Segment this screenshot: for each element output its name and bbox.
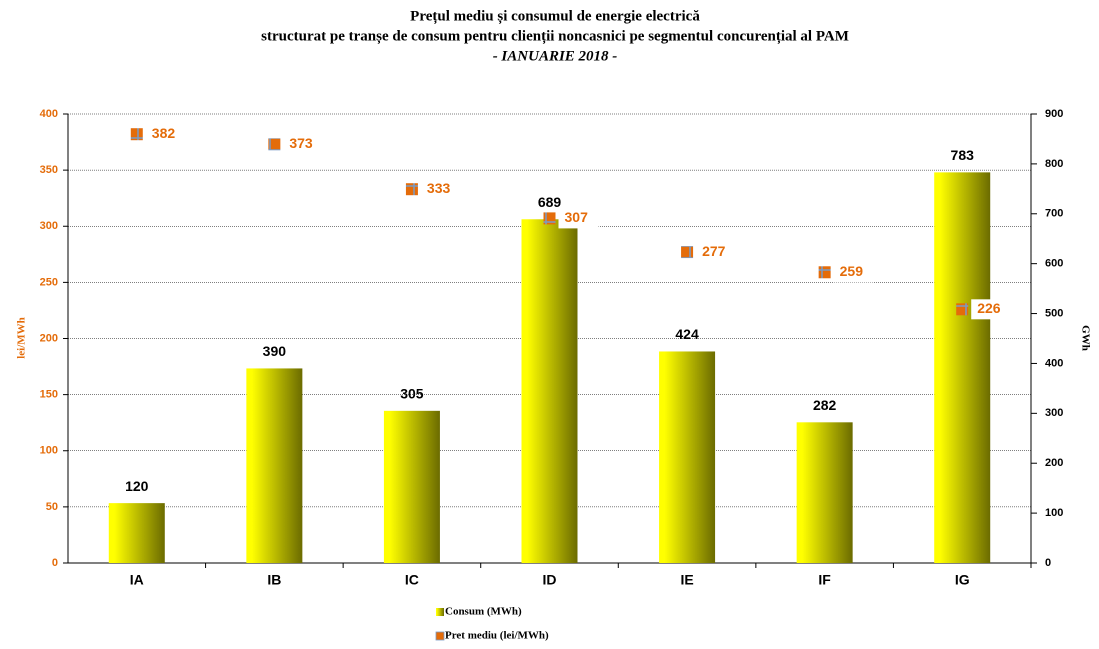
bar [521, 219, 578, 563]
y2-tick-label: 800 [1045, 158, 1063, 170]
bar-value-label: 305 [400, 386, 424, 402]
marker-value-label: 373 [289, 135, 313, 151]
y-tick-label: 400 [40, 108, 58, 120]
y2-tick-label: 400 [1045, 357, 1063, 369]
bar [934, 172, 991, 563]
marker-value-label: 277 [702, 243, 726, 259]
y-tick-label: 250 [40, 276, 58, 288]
y2-tick-label: 300 [1045, 407, 1063, 419]
bar-value-label: 424 [675, 326, 699, 342]
bar-value-label: 689 [538, 194, 562, 210]
y-tick-label: 150 [40, 389, 58, 401]
label-background [833, 262, 874, 283]
legend-swatch [435, 631, 445, 641]
label-background [283, 134, 324, 155]
y-tick-label: 350 [40, 164, 58, 176]
legend-label: Pret mediu (lei/MWh) [445, 630, 549, 642]
price-marker [681, 246, 694, 259]
y2-tick-label: 100 [1045, 507, 1063, 519]
marker-value-label: 259 [840, 263, 864, 279]
bar [796, 422, 853, 563]
chart-title: Prețul mediu și consumul de energie elec… [410, 8, 700, 24]
price-marker [956, 303, 969, 316]
y2-tick-label: 500 [1045, 307, 1063, 319]
label-background [971, 299, 1012, 320]
y2-axis-label: GWh [1079, 325, 1091, 351]
y-tick-label: 100 [40, 445, 58, 457]
x-tick-label: IE [680, 572, 693, 588]
x-tick-label: IF [818, 572, 831, 588]
marker-value-label: 226 [977, 300, 1001, 316]
y2-tick-label: 700 [1045, 208, 1063, 220]
chart-subtitle: structurat pe tranșe de consum pentru cl… [261, 28, 849, 44]
label-background [145, 124, 186, 145]
marker-value-label: 307 [565, 209, 589, 225]
x-tick-label: IB [267, 572, 281, 588]
bar-value-label: 390 [263, 343, 287, 359]
y-tick-label: 50 [46, 501, 58, 513]
bar [108, 503, 165, 563]
bar-value-label: 282 [813, 397, 837, 413]
y2-tick-label: 0 [1045, 557, 1051, 569]
x-tick-label: IA [130, 572, 144, 588]
legend-swatch [436, 608, 444, 616]
y2-tick-label: 600 [1045, 258, 1063, 270]
bar [383, 410, 440, 563]
price-marker [268, 138, 281, 151]
y-tick-label: 300 [40, 220, 58, 232]
price-marker [130, 128, 143, 141]
bar-value-label: 783 [951, 147, 975, 163]
label-background [696, 242, 737, 263]
bar-value-label: 120 [125, 478, 149, 494]
x-tick-label: ID [543, 572, 557, 588]
label-background [420, 179, 461, 200]
bar [659, 351, 716, 563]
marker-value-label: 382 [152, 125, 176, 141]
y2-tick-label: 200 [1045, 457, 1063, 469]
price-marker [405, 183, 418, 196]
legend-label: Consum (MWh) [445, 606, 522, 618]
y2-tick-label: 900 [1045, 108, 1063, 120]
price-marker [818, 266, 831, 279]
chart-period: - IANUARIE 2018 - [493, 48, 618, 64]
y-tick-label: 0 [52, 557, 58, 569]
x-tick-label: IG [955, 572, 970, 588]
bar [246, 368, 303, 563]
marker-value-label: 333 [427, 180, 451, 196]
label-background [558, 208, 599, 229]
x-tick-label: IC [405, 572, 419, 588]
y-tick-label: 200 [40, 332, 58, 344]
y-axis-label: lei/MWh [16, 317, 28, 359]
price-marker [543, 212, 556, 225]
